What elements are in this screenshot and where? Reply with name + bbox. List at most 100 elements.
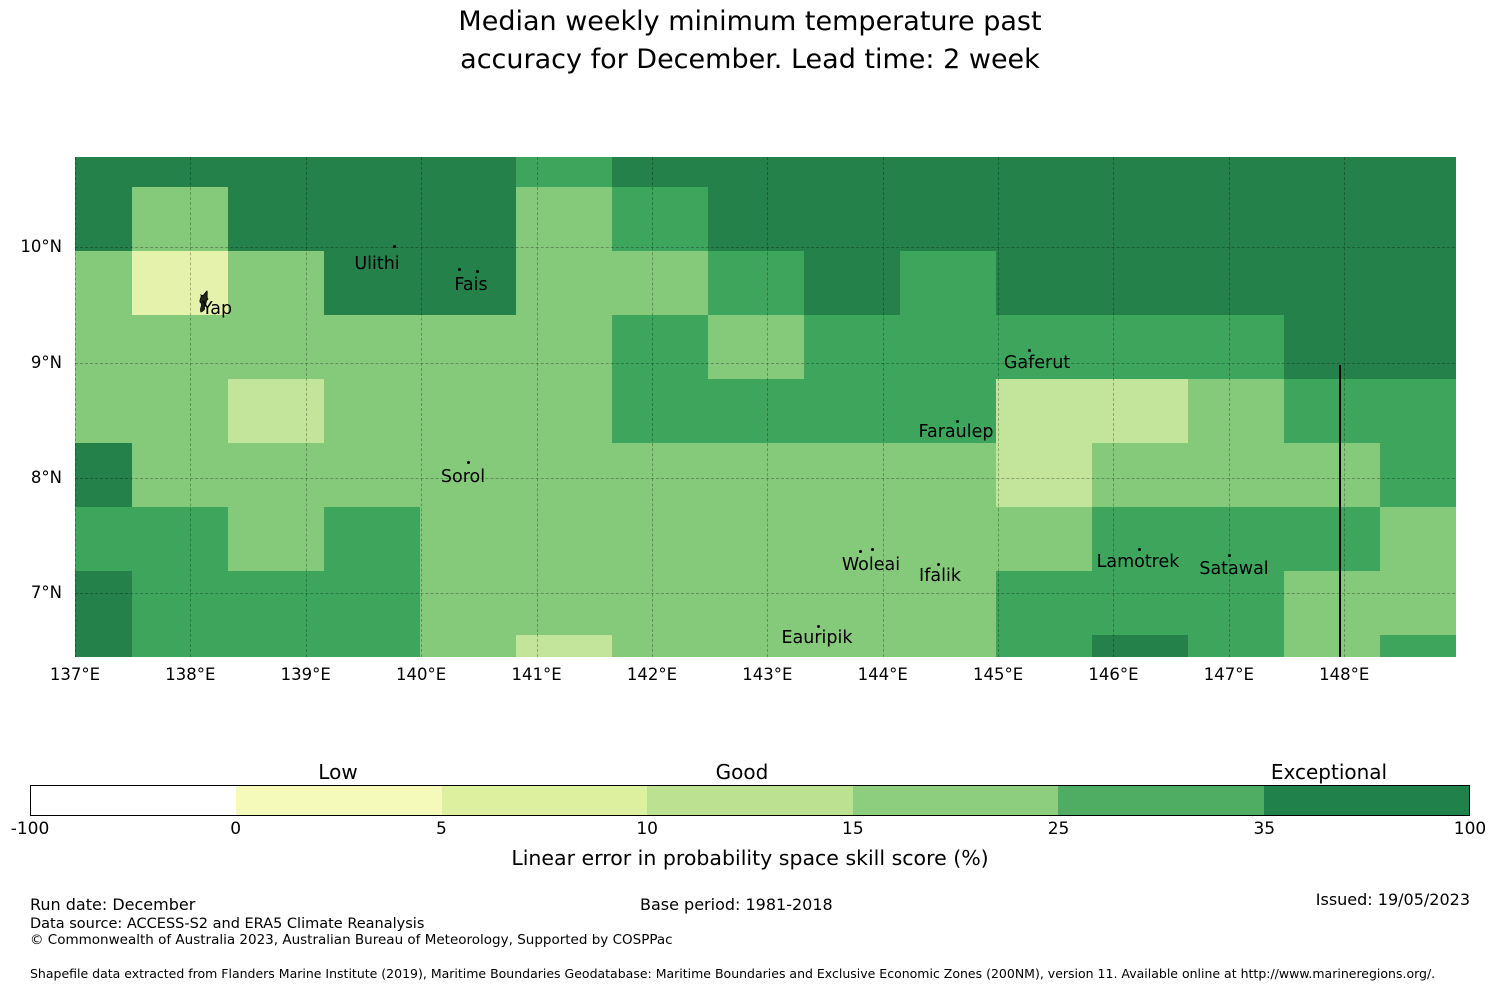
heatmap-cell — [228, 251, 325, 316]
heatmap-cell — [420, 187, 517, 252]
heatmap-cell — [1380, 507, 1456, 572]
heatmap-cell — [612, 251, 709, 316]
heatmap-cell — [900, 187, 997, 252]
heatmap-cell — [324, 507, 421, 572]
heatmap-cell — [1092, 443, 1189, 508]
heatmap-cell — [900, 157, 997, 188]
heatmap-cell — [1284, 315, 1381, 380]
heatmap-cell — [996, 187, 1093, 252]
heatmap-cell — [996, 379, 1093, 444]
heatmap-cell — [75, 634, 133, 658]
heatmap-cell — [420, 443, 517, 508]
heatmap-cell — [132, 379, 229, 444]
heatmap-cell — [612, 315, 709, 380]
heatmap-cell — [420, 634, 517, 658]
island-label-eauripik: Eauripik — [781, 628, 853, 648]
heatmap-cell — [804, 634, 901, 658]
heatmap-cell — [420, 315, 517, 380]
heatmap-cell — [516, 157, 613, 188]
heatmap-cell — [420, 379, 517, 444]
heatmap-cell — [75, 315, 133, 380]
heatmap-cell — [1188, 315, 1285, 380]
heatmap-cell — [1092, 379, 1189, 444]
island-label-sorol: Sorol — [440, 467, 486, 487]
island-marker-dot — [956, 420, 959, 423]
heatmap-cell — [228, 157, 325, 188]
heatmap-cell — [804, 187, 901, 252]
heatmap-cell — [1284, 157, 1381, 188]
heatmap-cell — [132, 443, 229, 508]
heatmap-cell — [996, 251, 1093, 316]
heatmap-cell — [132, 157, 229, 188]
heatmap-cell — [228, 570, 325, 636]
heatmap-cell — [1284, 379, 1381, 444]
x-axis-tick-label: 146°E — [1088, 665, 1139, 684]
heatmap-cell — [900, 251, 997, 316]
heatmap-cell — [708, 251, 805, 316]
heatmap-cell — [228, 315, 325, 380]
x-axis-tick-label: 144°E — [857, 665, 908, 684]
heatmap-cell — [1092, 157, 1189, 188]
heatmap-cell — [1092, 507, 1189, 572]
heatmap-cell — [1380, 315, 1456, 380]
heatmap-cell — [516, 507, 613, 572]
colorbar-tick-label: 35 — [1253, 819, 1276, 839]
meridian-gridline — [1344, 157, 1346, 657]
heatmap-cell — [612, 379, 709, 444]
heatmap-cell — [804, 251, 901, 316]
heatmap-cell — [228, 443, 325, 508]
heatmap-cell — [75, 507, 133, 572]
island-label-lamotrek: Lamotrek — [1096, 552, 1180, 572]
yap-island-outline — [194, 287, 216, 315]
heatmap-cell — [804, 315, 901, 380]
colorbar-title: Linear error in probability space skill … — [511, 846, 989, 870]
colorbar-segment — [441, 786, 648, 815]
heatmap-cell — [516, 570, 613, 636]
heatmap-cell — [75, 187, 133, 252]
heatmap-cell — [1188, 379, 1285, 444]
colorbar-category-exceptional: Exceptional — [1270, 760, 1388, 784]
heatmap-cell — [324, 187, 421, 252]
footer-copyright: © Commonwealth of Australia 2023, Austra… — [30, 932, 673, 948]
meridian-gridline — [421, 157, 423, 657]
island-marker-dot — [467, 461, 470, 464]
heatmap-cell — [900, 443, 997, 508]
heatmap-cell — [516, 315, 613, 380]
x-axis-tick-label: 143°E — [742, 665, 793, 684]
island-label-yap: Yap — [201, 299, 233, 319]
colorbar-tick-label: 100 — [1453, 819, 1487, 839]
heatmap-cell — [804, 570, 901, 636]
island-marker-dot — [458, 268, 461, 271]
colorbar-tick-label: 10 — [636, 819, 658, 839]
parallel-gridline — [75, 478, 1455, 480]
heatmap-cell — [516, 187, 613, 252]
meridian-gridline — [190, 157, 192, 657]
heatmap-cell — [1188, 570, 1285, 636]
island-marker-dot — [393, 245, 396, 248]
footer-data-source: Data source: ACCESS-S2 and ERA5 Climate … — [30, 916, 425, 932]
heatmap-cell — [420, 251, 517, 316]
meridian-gridline — [882, 157, 884, 657]
island-marker-dot — [1028, 349, 1031, 352]
colorbar-tick-label: 5 — [436, 819, 447, 839]
heatmap-cell — [1284, 570, 1381, 636]
island-label-woleai: Woleai — [841, 555, 901, 575]
heatmap-cell — [900, 570, 997, 636]
heatmap-cell — [324, 443, 421, 508]
heatmap-cell — [1092, 315, 1189, 380]
heatmap-cell — [612, 507, 709, 572]
heatmap-cell — [612, 634, 709, 658]
heatmap-cell — [1284, 634, 1381, 658]
y-axis-tick-label: 9°N — [30, 352, 62, 372]
chart-title-line-1: Median weekly minimum temperature past — [458, 6, 1042, 37]
island-marker-dot — [1138, 548, 1141, 551]
colorbar-tick-label: 0 — [230, 819, 242, 839]
heatmap-cell — [228, 507, 325, 572]
heatmap-cell — [804, 379, 901, 444]
heatmap-cell — [708, 634, 805, 658]
chart-title-line-2: accuracy for December. Lead time: 2 week — [460, 44, 1040, 75]
heatmap-cell — [996, 570, 1093, 636]
eez-boundary-line — [1339, 365, 1341, 657]
island-label-faraulep: Faraulep — [918, 422, 994, 442]
colorbar-tick-label: -100 — [10, 819, 50, 839]
